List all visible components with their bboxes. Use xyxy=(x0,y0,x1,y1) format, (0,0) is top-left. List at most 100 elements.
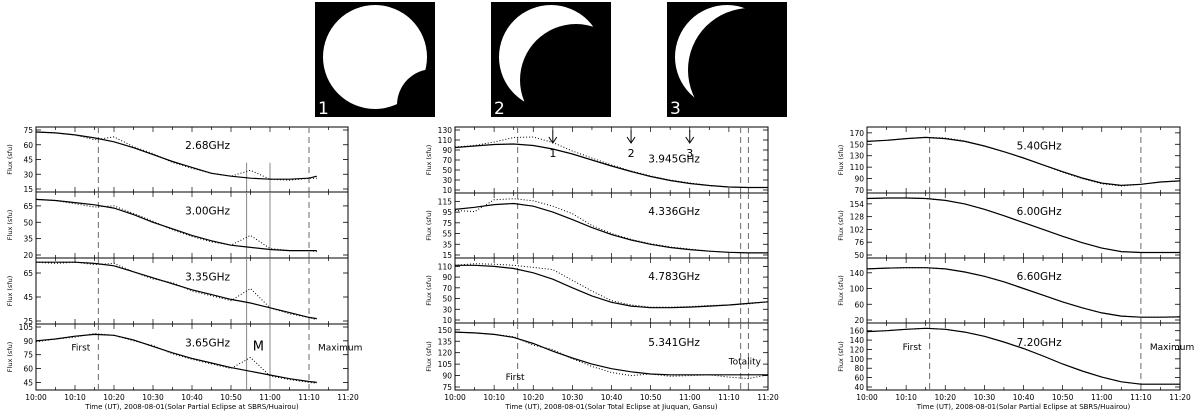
y-tick-label: 10 xyxy=(442,186,452,195)
y-tick-label: 75 xyxy=(442,383,452,392)
y-tick-label: 102 xyxy=(850,225,865,234)
y-tick-label: 60 xyxy=(23,365,33,374)
first-contact-label: First xyxy=(506,373,525,383)
eclipse-label: 3 xyxy=(670,99,681,119)
observed-flux-series xyxy=(36,261,317,321)
y-tick-label: 25 xyxy=(23,317,33,326)
subplot-frame xyxy=(35,191,349,259)
x-axis-label: Time (UT), 2008-08-01(Solar Partial Ecli… xyxy=(916,403,1131,411)
frequency-label: 3.65GHz xyxy=(185,337,230,349)
x-tick-label: 10:10 xyxy=(64,393,86,402)
frequency-label: 6.00GHz xyxy=(1017,206,1062,218)
frequency-label: 4.783GHz xyxy=(648,271,700,283)
eclipse-label: 1 xyxy=(318,99,329,119)
x-tick-label: 10:10 xyxy=(895,393,917,402)
model-flux-series xyxy=(36,261,317,320)
y-tick-label: 65 xyxy=(23,202,33,211)
y-tick-label: 100 xyxy=(850,355,865,364)
x-axis-label: Time (UT), 2008-08-01(Solar Partial Ecli… xyxy=(84,403,299,411)
y-tick-label: 110 xyxy=(850,163,865,172)
arrow-label: 1 xyxy=(549,147,556,160)
y-tick-label: 70 xyxy=(442,156,452,165)
subplot-frame xyxy=(866,322,1181,391)
x-tick-label: 11:00 xyxy=(1091,393,1113,402)
frequency-label: 5.341GHz xyxy=(648,337,700,349)
sun-disk xyxy=(323,5,427,109)
frequency-label: 6.60GHz xyxy=(1017,271,1062,283)
moon-clip-group xyxy=(688,8,787,117)
y-tick-label: 90 xyxy=(442,146,452,155)
subplot-frame xyxy=(35,257,349,325)
subplot-frame xyxy=(454,192,769,259)
y-tick-label: 160 xyxy=(850,327,865,336)
arrow-marker-2: 2 xyxy=(626,130,636,160)
subplot-1: 15 30 45 60 75 Flux (sfu) 2.68GHz xyxy=(6,126,349,194)
y-tick-label: 90 xyxy=(442,372,452,381)
eclipse-image-2: 2 xyxy=(491,2,611,119)
y-tick-label: 75 xyxy=(442,219,452,228)
y-axis-label: Flux (sfu) xyxy=(837,341,845,371)
model-flux-series xyxy=(455,331,768,376)
x-tick-label: 10:20 xyxy=(103,393,125,402)
x-tick-label: 11:10 xyxy=(298,393,320,402)
observed-flux-series xyxy=(36,198,317,253)
x-tick-label: 11:20 xyxy=(757,393,779,402)
y-axis-label: Flux (sfu) xyxy=(425,210,433,240)
y-axis-label: Flux (sfu) xyxy=(425,275,433,305)
x-axis-label: Time (UT), 2008-08-01(Solar Total Eclips… xyxy=(504,403,717,411)
y-tick-label: 10 xyxy=(442,316,452,325)
y-tick-label: 150 xyxy=(438,326,453,335)
first-contact-label: First xyxy=(71,343,90,353)
observed-flux-series xyxy=(455,331,768,380)
y-tick-label: 35 xyxy=(23,235,33,244)
eclipse-image-1: 1 xyxy=(315,2,435,119)
observed-flux-series xyxy=(36,332,317,384)
moon-disk xyxy=(397,69,435,117)
y-tick-label: 30 xyxy=(442,176,452,185)
y-axis-label: Flux (sfu) xyxy=(6,210,14,240)
y-tick-label: 90 xyxy=(854,175,864,184)
x-tick-label: 10:30 xyxy=(974,393,996,402)
x-tick-label: 10:50 xyxy=(220,393,242,402)
y-tick-label: 76 xyxy=(854,238,864,247)
eclipse-image-strip: 1 2 3 xyxy=(315,2,787,119)
model-flux-series xyxy=(455,264,768,309)
y-tick-label: 15 xyxy=(23,185,33,194)
y-tick-label: 35 xyxy=(442,240,452,249)
arrow-marker-3: 3 xyxy=(685,130,695,160)
model-flux-series xyxy=(455,143,768,189)
m-label: M xyxy=(253,339,264,354)
x-tick-label: 10:40 xyxy=(601,393,623,402)
frequency-label: 4.336GHz xyxy=(648,206,700,218)
subplot-2: 50 76 102 128 154 Flux (sfu) 6.00GHz xyxy=(837,192,1181,260)
y-tick-label: 130 xyxy=(438,126,453,135)
arrow-head xyxy=(548,136,558,144)
frequency-label: 3.00GHz xyxy=(185,205,230,217)
moon-clip-group xyxy=(520,24,611,117)
arrow-head xyxy=(685,136,695,144)
frequency-label: 5.40GHz xyxy=(1017,140,1062,152)
y-tick-label: 110 xyxy=(438,136,453,145)
x-tick-label: 11:10 xyxy=(1130,393,1152,402)
x-tick-label: 11:00 xyxy=(679,393,701,402)
y-tick-label: 120 xyxy=(438,349,453,358)
y-axis-label: Flux (sfu) xyxy=(837,210,845,240)
y-tick-label: 90 xyxy=(442,273,452,282)
y-tick-label: 140 xyxy=(850,269,865,278)
flux-charts: 15 30 45 60 75 Flux (sfu) 2.68GHz 20 35 50 65 Flux … xyxy=(6,126,1194,411)
y-tick-label: 140 xyxy=(850,336,865,345)
y-tick-label: 105 xyxy=(438,360,453,369)
subplot-3: 20 60 100 140 Flux (sfu) 6.60GHz xyxy=(837,257,1181,325)
y-tick-label: 80 xyxy=(854,364,864,373)
x-tick-label: 10:50 xyxy=(640,393,662,402)
x-tick-label: 10:10 xyxy=(483,393,505,402)
observed-flux-series xyxy=(455,136,768,188)
model-flux-series xyxy=(867,327,1180,385)
eclipse-image-3: 3 xyxy=(667,2,787,119)
frequency-label: 2.68GHz xyxy=(185,140,230,152)
